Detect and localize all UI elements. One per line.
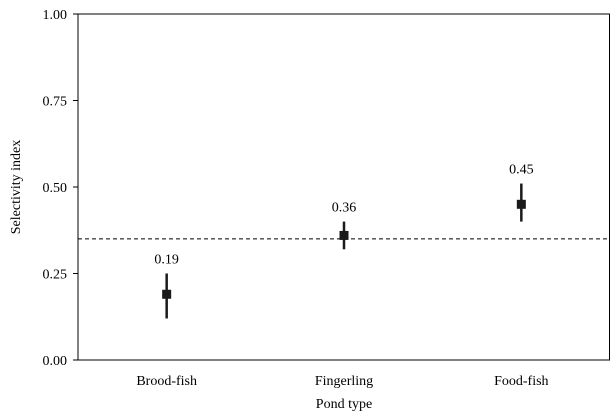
x-tick-label: Food-fish	[494, 374, 548, 389]
data-point-marker	[162, 289, 172, 299]
plot-frame	[77, 13, 610, 361]
y-tick-label: 0.75	[43, 95, 68, 110]
data-label: 0.45	[509, 163, 534, 178]
y-tick-label: 1.00	[43, 8, 68, 23]
data-label: 0.36	[332, 201, 357, 216]
x-tick-label: Fingerling	[315, 374, 373, 389]
y-tick-label: 0.25	[43, 268, 68, 283]
data-point-marker	[339, 230, 349, 240]
data-label: 0.19	[154, 253, 179, 268]
data-point-marker	[516, 199, 526, 209]
data-points: 0.19 0.36 0.45	[154, 163, 534, 319]
x-axis-label: Pond type	[316, 397, 372, 412]
x-tick-label: Brood-fish	[136, 374, 197, 389]
x-axis-ticks: Brood-fish Fingerling Food-fish	[136, 374, 548, 389]
y-axis-ticks: 0.00 0.25 0.50 0.75 1.00	[43, 8, 78, 369]
y-axis-label: Selectivity index	[9, 140, 24, 234]
y-tick-label: 0.50	[43, 181, 68, 196]
y-tick-label: 0.00	[43, 354, 68, 369]
